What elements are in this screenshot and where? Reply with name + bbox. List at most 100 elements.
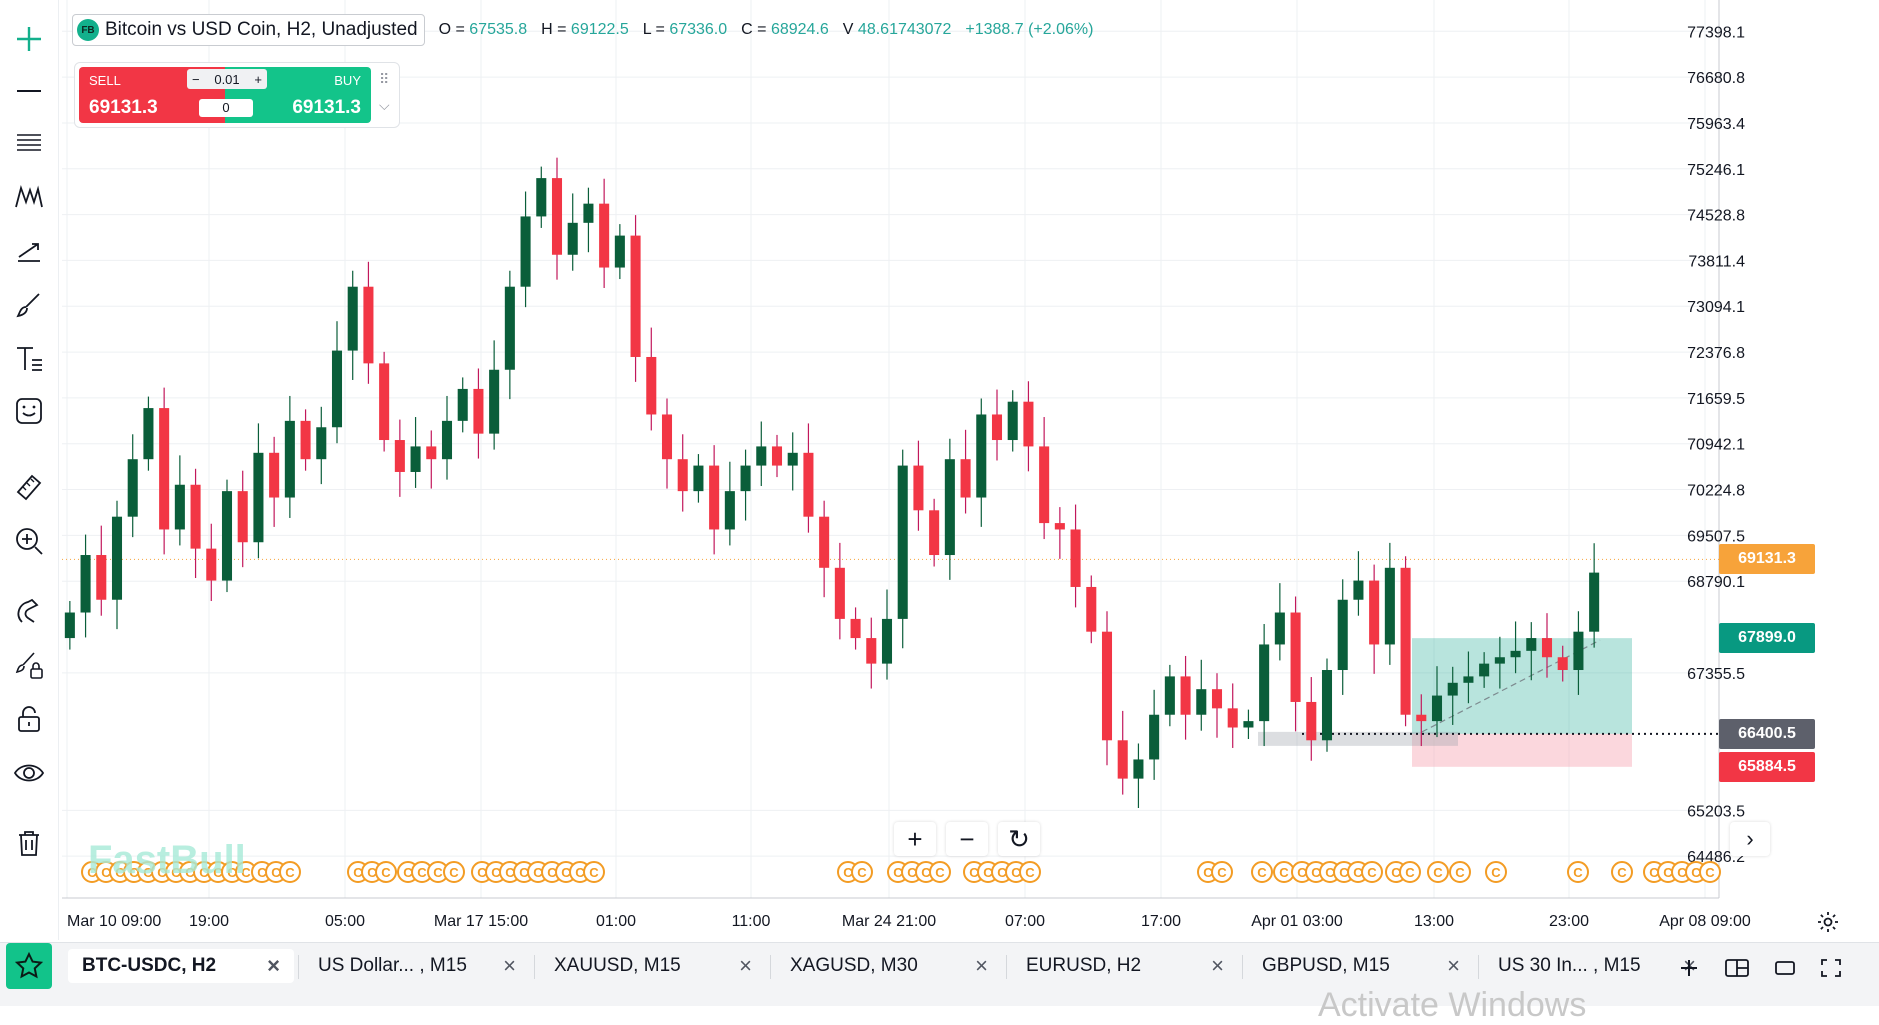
time-tick-label: Apr 01 03:00 xyxy=(1251,913,1343,930)
event-circle xyxy=(1485,861,1507,883)
candle-body xyxy=(96,555,107,600)
event-label: C xyxy=(1011,865,1021,880)
unlock-icon[interactable] xyxy=(8,698,50,740)
event-label: C xyxy=(367,865,377,880)
brush-icon[interactable] xyxy=(8,284,50,326)
tab-1[interactable]: US Dollar... , M15 × xyxy=(304,949,530,983)
event-marker: C xyxy=(851,861,873,883)
favorite-star-button[interactable] xyxy=(6,943,52,989)
buy-button[interactable]: BUY 69131.3 xyxy=(267,67,371,123)
candle-body xyxy=(441,420,453,460)
time-tick-label: Apr 08 09:00 xyxy=(1659,913,1751,930)
tab-5[interactable]: GBPUSD, M15 × xyxy=(1248,949,1474,983)
close-icon[interactable]: × xyxy=(1447,953,1460,978)
candle-body xyxy=(331,350,343,428)
eye-icon[interactable] xyxy=(8,752,50,794)
event-label: C xyxy=(1573,865,1583,880)
text-tool-icon[interactable] xyxy=(8,338,50,380)
candle-body xyxy=(363,286,374,364)
reset-view-button[interactable]: ↻ xyxy=(998,822,1040,856)
event-label: C xyxy=(1491,865,1501,880)
event-label: C xyxy=(1663,865,1673,880)
candle-body xyxy=(599,203,610,268)
sell-price: 69131.3 xyxy=(89,97,158,118)
lots-input[interactable]: 0 xyxy=(199,99,253,117)
sell-button[interactable]: SELL 69131.3 xyxy=(79,67,183,123)
candle-body xyxy=(489,369,500,434)
magnet-icon[interactable] xyxy=(8,590,50,632)
fullscreen-icon[interactable] xyxy=(1814,951,1848,985)
close-icon[interactable]: × xyxy=(739,953,752,978)
layout-icon[interactable] xyxy=(1720,951,1754,985)
event-label: C xyxy=(1405,865,1415,880)
candle xyxy=(740,449,751,521)
event-label: C xyxy=(547,865,557,880)
quantity-stepper[interactable]: − 0.01 + xyxy=(187,69,267,89)
candle xyxy=(221,479,233,593)
event-circle xyxy=(929,861,951,883)
qty-minus-button[interactable]: − xyxy=(192,71,200,87)
event-marker: C xyxy=(1361,861,1383,883)
candle xyxy=(111,500,123,630)
candle-body xyxy=(661,414,673,460)
candle xyxy=(1180,655,1191,740)
horizontal-line-icon[interactable] xyxy=(8,70,50,112)
trash-icon[interactable] xyxy=(8,822,50,864)
candle xyxy=(787,432,798,491)
fib-retracement-icon[interactable] xyxy=(8,122,50,164)
event-label: C xyxy=(115,865,125,880)
candle xyxy=(520,191,531,308)
zoom-in-button[interactable]: + xyxy=(894,822,936,856)
candle xyxy=(284,395,295,518)
tab-label: US 30 In... , M15 xyxy=(1498,955,1641,976)
tab-3[interactable]: XAGUSD, M30 × xyxy=(776,949,1002,983)
close-icon[interactable]: × xyxy=(503,953,516,978)
add-tab-icon[interactable] xyxy=(1672,951,1706,985)
event-marker: C xyxy=(1611,861,1633,883)
candle xyxy=(190,468,201,579)
time-tick-label: 11:00 xyxy=(732,913,771,930)
candle xyxy=(1196,659,1207,731)
gear-icon[interactable] xyxy=(1812,906,1844,938)
candle-body xyxy=(253,452,264,543)
scroll-to-latest-button[interactable]: › xyxy=(1730,822,1770,856)
candlestick-chart[interactable]: 77398.1 76680.8 75963.4 75246.1 74528.8 73811… xyxy=(62,0,1779,942)
watermark-logo: FastBull xyxy=(88,838,246,882)
close-icon[interactable]: × xyxy=(1211,953,1224,978)
candle xyxy=(300,409,311,471)
tab-2[interactable]: XAUUSD, M15 × xyxy=(540,949,766,983)
candle xyxy=(724,461,735,546)
event-label: C xyxy=(843,865,853,880)
event-label: C xyxy=(1217,865,1227,880)
ruler-icon[interactable] xyxy=(8,466,50,508)
tab-0[interactable]: BTC-USDC, H2 × xyxy=(68,949,294,983)
candle-body xyxy=(64,612,75,639)
chevron-down-icon[interactable]: ⌵ xyxy=(379,97,390,113)
pattern-icon[interactable] xyxy=(8,176,50,218)
chart-area[interactable]: 77398.1 76680.8 75963.4 75246.1 74528.8 73811… xyxy=(62,0,1815,942)
price-tick-label: 72376.8 xyxy=(1687,345,1745,362)
drag-handle-icon[interactable]: ⠿ xyxy=(379,71,390,87)
candle xyxy=(976,398,987,527)
close-icon[interactable]: × xyxy=(267,953,280,978)
tab-separator xyxy=(298,955,299,979)
crosshair-icon[interactable] xyxy=(8,18,50,60)
ohlc-volume: V 48.61743072 xyxy=(842,21,952,38)
symbol-selector[interactable]: FB Bitcoin vs USD Coin, H2, Unadjusted xyxy=(72,14,425,46)
candle-body xyxy=(771,446,783,466)
zoom-in-icon[interactable] xyxy=(8,520,50,562)
window-icon[interactable] xyxy=(1768,951,1802,985)
qty-plus-button[interactable]: + xyxy=(254,71,262,87)
tab-4[interactable]: EURUSD, H2 × xyxy=(1012,949,1238,983)
candle xyxy=(363,261,374,384)
lock-drawings-icon[interactable] xyxy=(8,644,50,686)
projection-icon[interactable] xyxy=(8,230,50,272)
candle xyxy=(457,377,468,433)
take-profit-zone xyxy=(1412,638,1632,734)
zoom-out-button[interactable]: − xyxy=(946,822,988,856)
event-label: C xyxy=(857,865,867,880)
candle-body xyxy=(206,548,217,581)
price-pill: 69131.3 xyxy=(1719,544,1815,575)
close-icon[interactable]: × xyxy=(975,953,988,978)
emoji-icon[interactable] xyxy=(8,390,50,432)
